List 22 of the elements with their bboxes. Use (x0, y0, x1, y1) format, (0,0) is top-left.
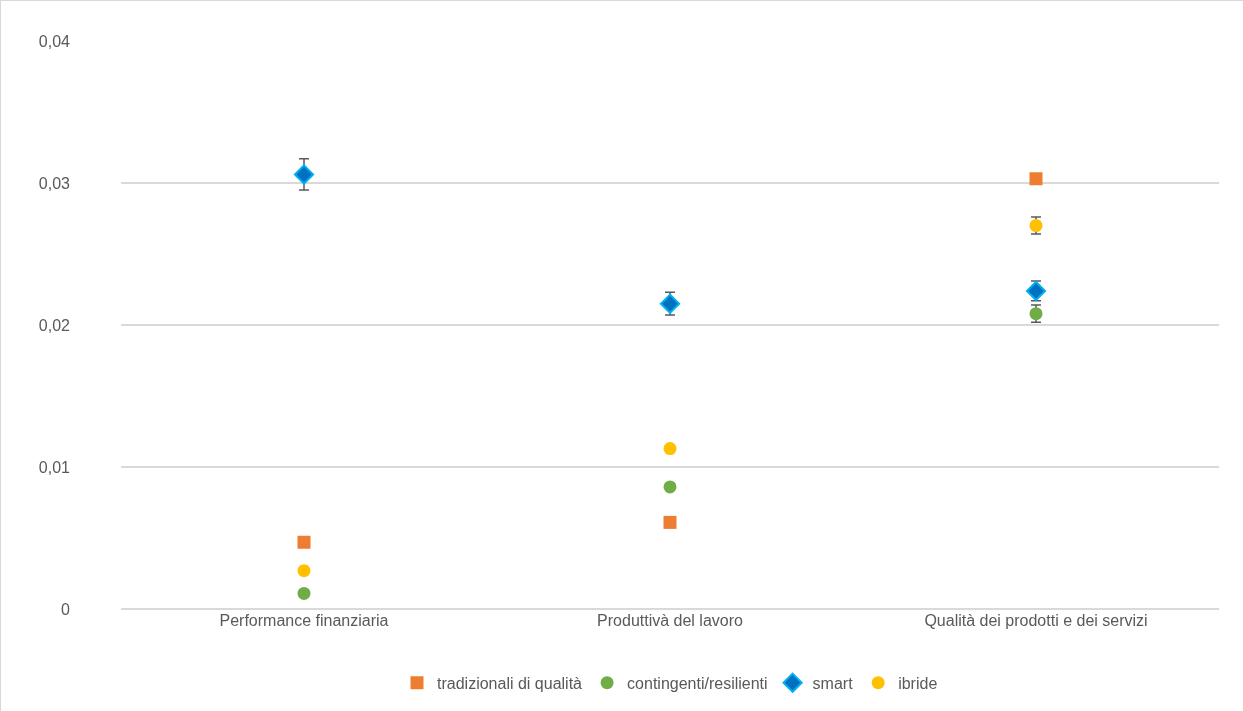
point (1025, 280, 1047, 302)
legend-label: ibride (898, 674, 938, 692)
point (293, 164, 315, 185)
point (297, 586, 311, 600)
legend-label: smart (812, 674, 854, 692)
point (659, 293, 681, 314)
x-tick-label: Produttivà del lavoro (597, 612, 744, 629)
y-tick-label: 0 (61, 600, 71, 618)
point (1029, 172, 1043, 186)
x-tick-label: Performance finanziaria (219, 612, 389, 629)
x-tick-label: Qualità dei prodotti e dei servizi (924, 612, 1148, 629)
legend-label: tradizionali di qualità (437, 674, 583, 692)
legend-label: contingenti/resilienti (627, 674, 768, 692)
y-tick-label: 0,03 (38, 174, 71, 192)
y-tick-label: 0,04 (38, 32, 71, 50)
y-tick-label: 0,01 (38, 458, 71, 476)
point (663, 480, 677, 494)
point (297, 535, 311, 549)
point (297, 564, 311, 578)
point (663, 442, 677, 456)
point (663, 515, 677, 529)
y-tick-label: 0,02 (38, 316, 71, 334)
